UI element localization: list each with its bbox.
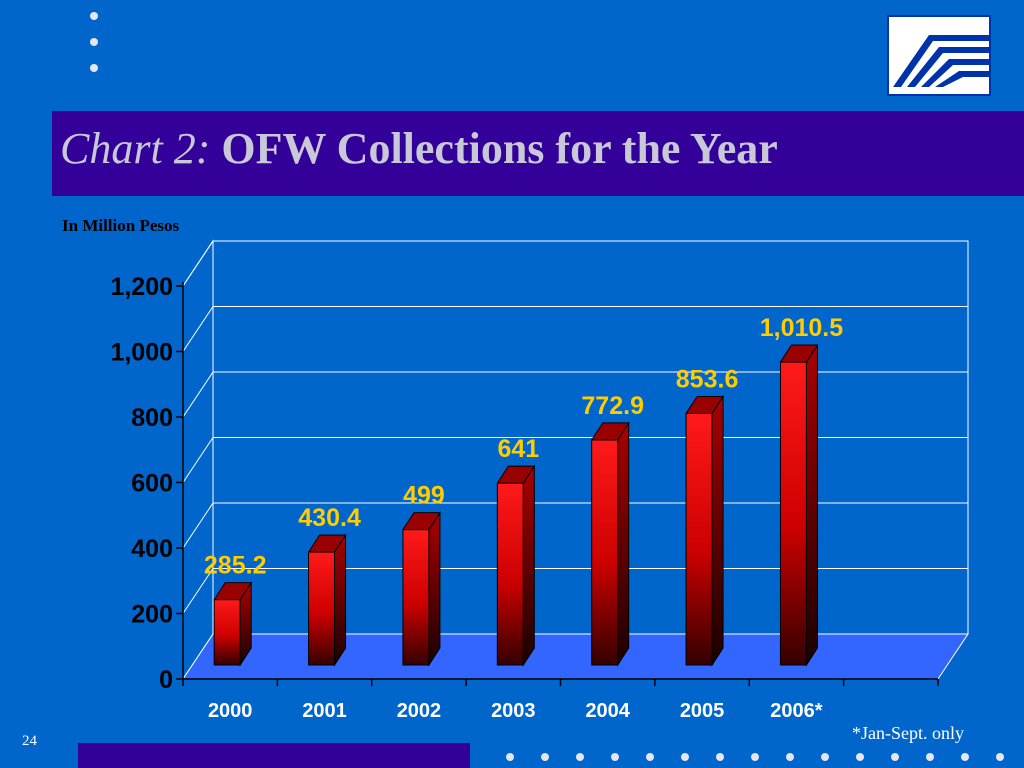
decorative-dot: [90, 64, 98, 72]
x-category-label: 2005: [680, 700, 725, 722]
decorative-dot: [541, 753, 549, 761]
title-band: Chart 2: OFW Collections for the Year: [52, 111, 1024, 196]
data-label: 285.2: [204, 552, 267, 580]
decorative-dot: [506, 753, 514, 761]
gridline: [182, 240, 968, 287]
decorative-dot: [90, 12, 98, 20]
bar: [308, 551, 336, 666]
x-category-label: 2006*: [770, 700, 822, 722]
y-tick-label: 0: [159, 666, 173, 694]
x-category-label: 2001: [302, 700, 347, 722]
data-label: 430.4: [298, 504, 361, 532]
bar-side: [334, 533, 347, 667]
decorative-dot: [961, 753, 969, 761]
slide-title: Chart 2: OFW Collections for the Year: [60, 123, 778, 174]
decorative-dot: [716, 753, 724, 761]
decorative-dot: [611, 753, 619, 761]
bar-side: [522, 464, 535, 667]
bar: [496, 482, 524, 666]
y-tick-label: 800: [131, 404, 173, 432]
y-tick-label: 600: [131, 470, 173, 498]
bar: [779, 361, 807, 666]
bar-top: [496, 465, 536, 484]
decorative-dot: [856, 753, 864, 761]
data-label: 1,010.5: [760, 314, 844, 342]
bar-side: [711, 394, 724, 667]
bar: [213, 599, 241, 666]
bar-top: [213, 582, 253, 601]
decorative-dot: [891, 753, 899, 761]
data-label: 641: [497, 435, 539, 463]
bar-side: [617, 421, 630, 667]
x-category-label: 2000: [208, 700, 253, 722]
page-number: 24: [22, 733, 37, 749]
x-category-label: 2002: [397, 700, 442, 722]
chart-floor: [182, 633, 969, 680]
decorative-dot: [926, 753, 934, 761]
decorative-dot: [646, 753, 654, 761]
bar: [402, 529, 430, 666]
gridline: [182, 371, 968, 418]
bar-top: [402, 512, 441, 531]
bar: [685, 412, 713, 666]
y-tick-label: 1,000: [110, 339, 173, 367]
x-category-label: 2003: [491, 700, 536, 722]
bar-side: [805, 343, 818, 667]
y-tick-label: 1,200: [110, 273, 173, 301]
data-label: 499: [403, 482, 445, 510]
bar-side: [428, 510, 441, 667]
organization-logo: [887, 15, 991, 96]
decorative-dot: [576, 753, 584, 761]
unit-label: In Million Pesos: [62, 216, 180, 235]
decorative-dot: [90, 38, 98, 46]
y-tick-label: 200: [131, 601, 173, 629]
bar-top: [685, 395, 724, 414]
gridline: [182, 306, 968, 352]
bar-top: [590, 422, 630, 441]
decorative-dot: [681, 753, 689, 761]
decorative-dot: [786, 753, 794, 761]
data-label: 853.6: [676, 365, 739, 393]
bar: [591, 439, 619, 666]
bottom-band: [78, 743, 470, 768]
title-prefix: Chart 2:: [60, 124, 211, 173]
decorative-dot: [996, 753, 1004, 761]
footnote: *Jan-Sept. only: [852, 723, 964, 743]
bar-top: [779, 344, 819, 363]
data-label: 772.9: [581, 392, 644, 420]
bar-top: [307, 534, 347, 553]
title-main: OFW Collections for the Year: [221, 124, 778, 173]
x-category-label: 2004: [585, 700, 630, 722]
decorative-dot: [821, 753, 829, 761]
decorative-dot: [751, 753, 759, 761]
y-tick-label: 400: [131, 535, 173, 563]
